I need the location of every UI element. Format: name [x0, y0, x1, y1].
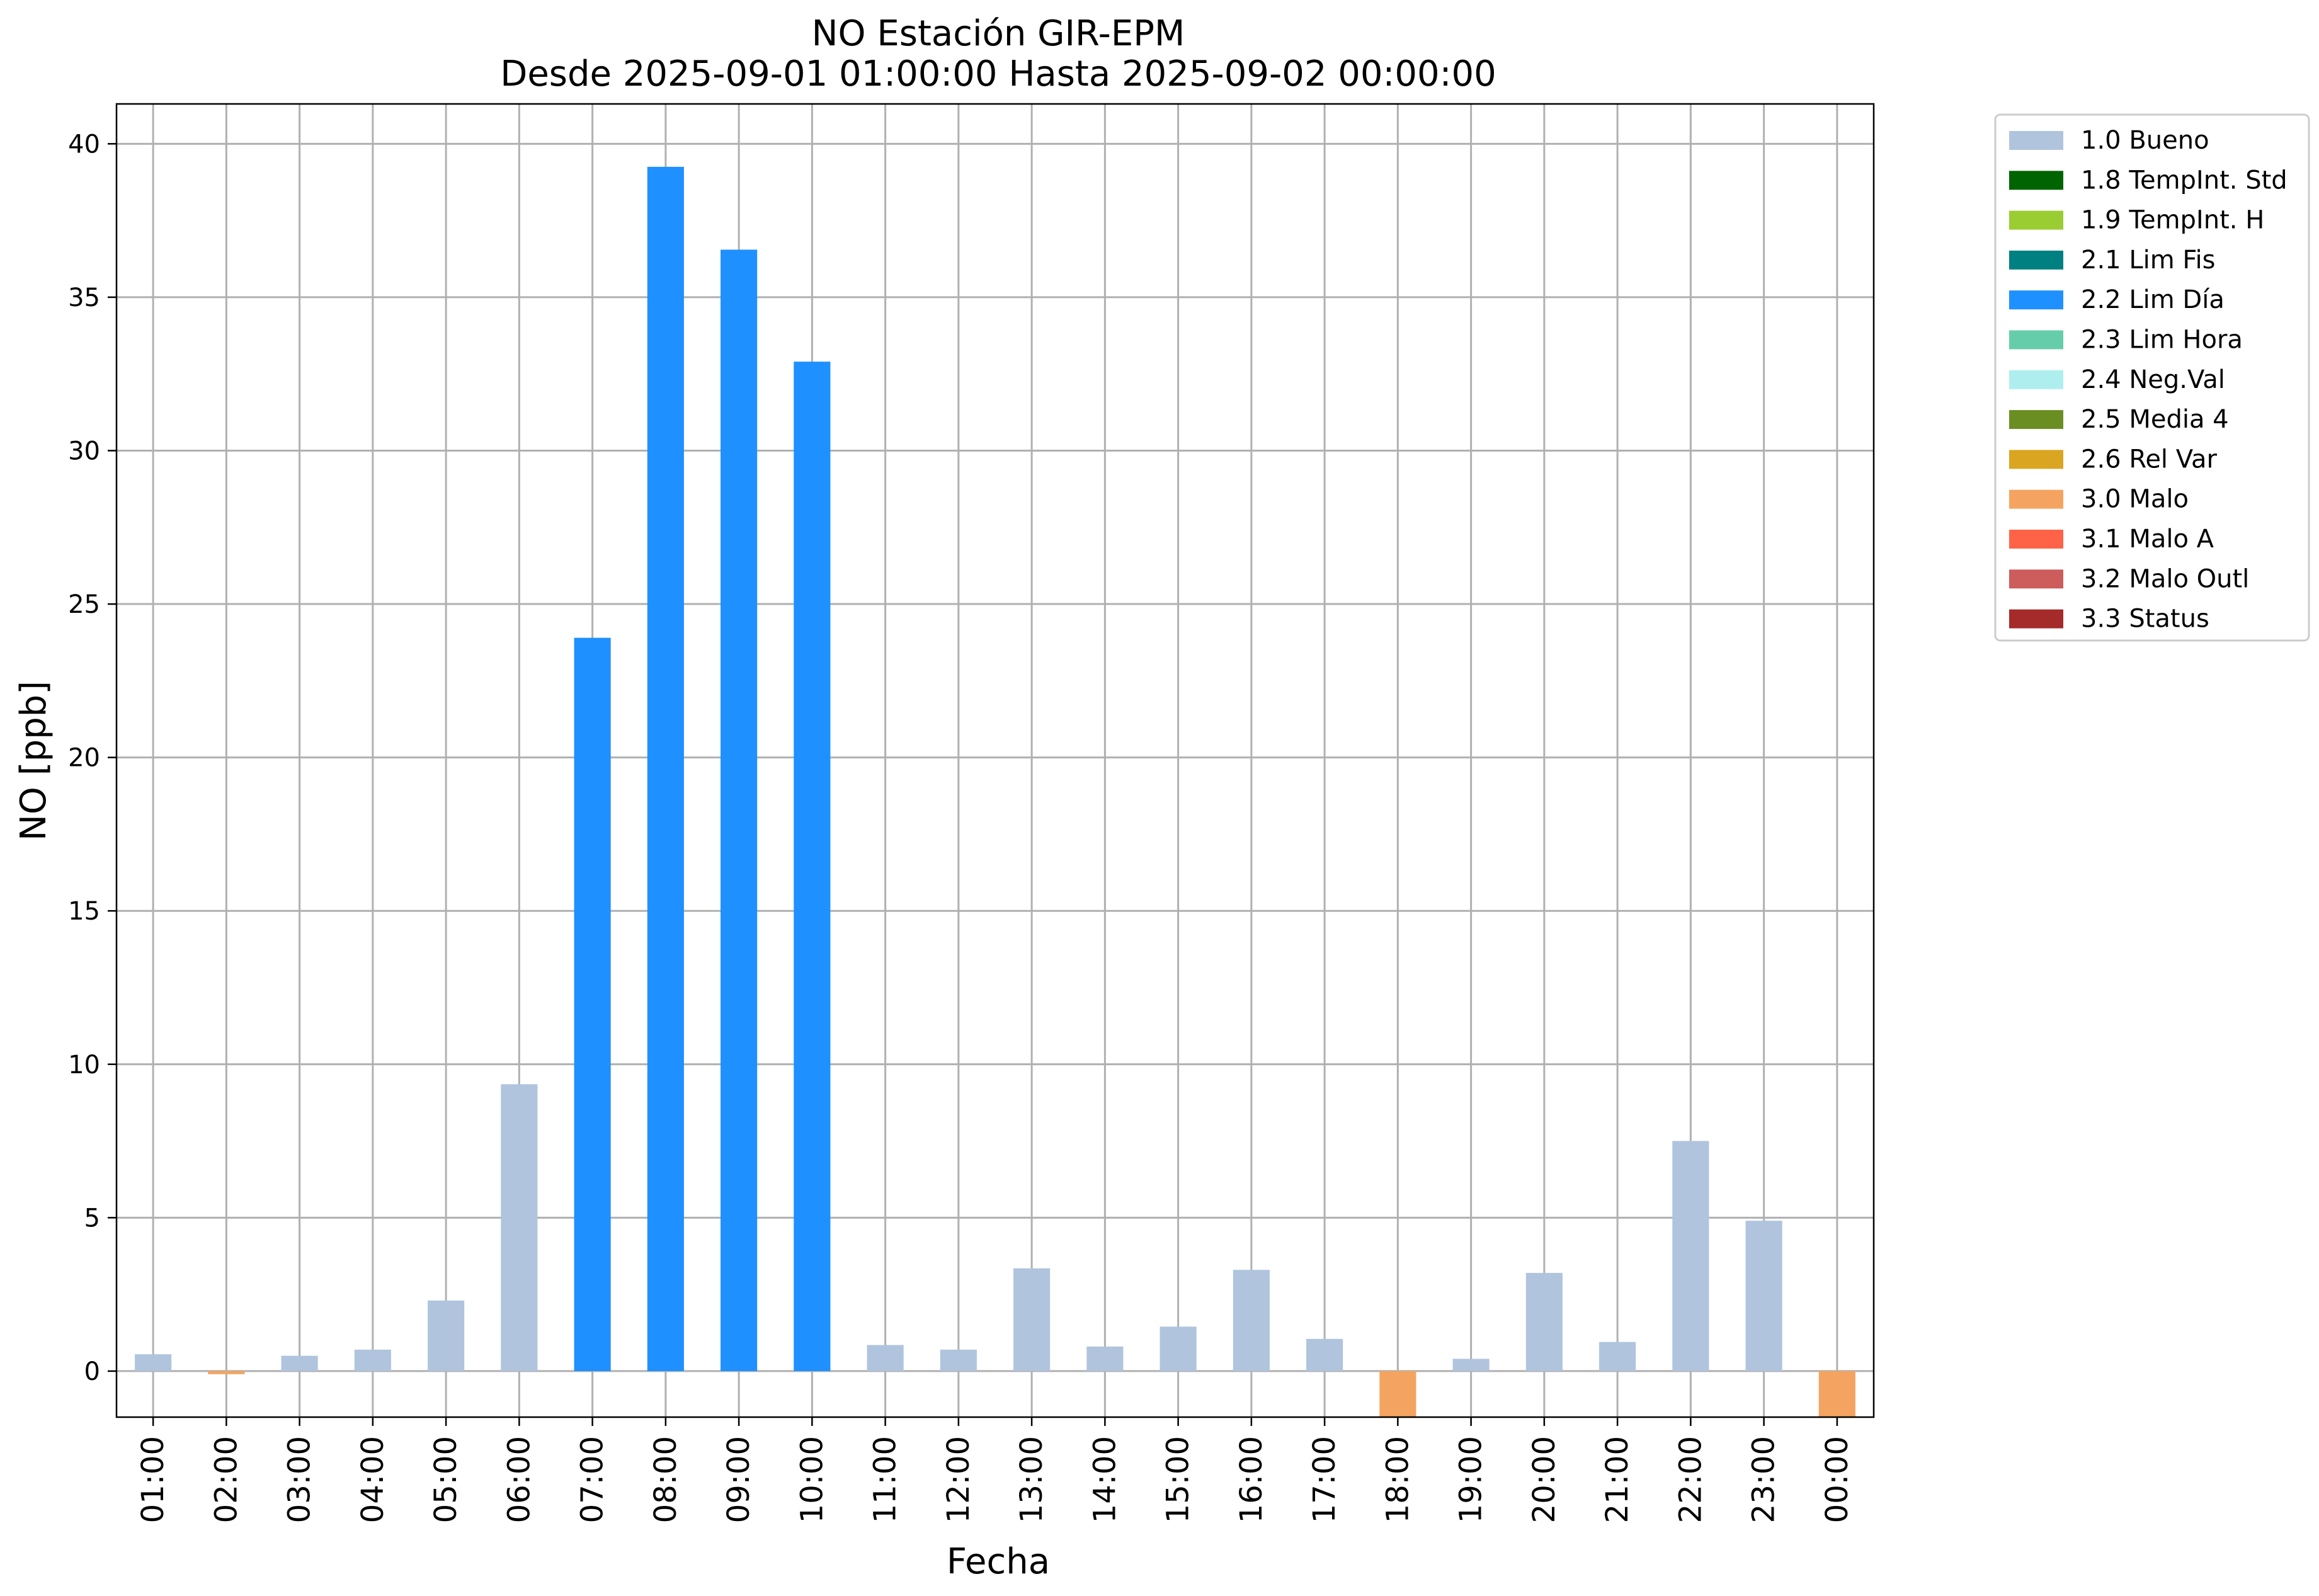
legend-entry-label: 1.8 TempInt. Std [2081, 166, 2288, 195]
bar-0300 [281, 1355, 318, 1371]
x-tick-label: 18:00 [1380, 1436, 1415, 1523]
bar-1200 [940, 1349, 977, 1371]
x-tick-label: 16:00 [1234, 1436, 1269, 1523]
legend-swatch [2009, 250, 2063, 270]
bar-0800 [647, 166, 684, 1371]
x-tick-label: 03:00 [282, 1436, 317, 1523]
legend-swatch [2009, 489, 2063, 509]
legend-swatch [2009, 609, 2063, 629]
bar-0000 [1818, 1371, 1855, 1417]
legend-swatch [2009, 210, 2063, 230]
bar-0100 [135, 1354, 172, 1371]
legend-entry-label: 2.6 Rel Var [2081, 445, 2218, 474]
bar-0600 [501, 1084, 538, 1371]
legend-entry-label: 3.0 Malo [2081, 485, 2189, 514]
y-tick-label: 25 [68, 590, 100, 619]
x-axis-label: Fecha [947, 1541, 1050, 1582]
legend-entry-label: 3.3 Status [2081, 605, 2209, 634]
y-tick-label: 35 [68, 283, 100, 312]
bar-2000 [1525, 1273, 1563, 1371]
legend-swatch [2009, 410, 2063, 430]
y-tick-label: 5 [84, 1204, 100, 1233]
bar-1900 [1452, 1359, 1490, 1371]
chart-title-line: NO Estación GIR-EPM [812, 13, 1185, 54]
legend-entry-label: 2.4 Neg.Val [2081, 365, 2225, 394]
bar-1800 [1379, 1371, 1416, 1417]
bar-1600 [1233, 1270, 1270, 1371]
x-tick-label: 19:00 [1454, 1436, 1489, 1523]
x-tick-label: 22:00 [1673, 1436, 1708, 1523]
x-tick-label: 15:00 [1161, 1436, 1196, 1523]
y-axis-label: NO [ppb] [13, 681, 54, 841]
x-tick-label: 05:00 [428, 1436, 464, 1523]
x-tick-label: 00:00 [1820, 1436, 1855, 1523]
y-tick-label: 30 [68, 436, 100, 465]
y-tick-label: 20 [68, 744, 100, 773]
bar-1300 [1013, 1268, 1051, 1371]
y-tick-label: 15 [68, 897, 100, 926]
x-tick-label: 04:00 [355, 1436, 390, 1523]
x-tick-label: 10:00 [794, 1436, 829, 1523]
x-tick-label: 11:00 [868, 1436, 903, 1523]
x-tick-label: 12:00 [941, 1436, 976, 1523]
x-tick-label: 01:00 [135, 1436, 171, 1523]
x-tick-label: 23:00 [1746, 1436, 1782, 1523]
plot-frame [115, 103, 1875, 1418]
legend-entry-label: 2.1 Lim Fis [2081, 246, 2215, 275]
legend-swatch [2009, 131, 2063, 150]
legend-swatch [2009, 569, 2063, 589]
bar-1000 [794, 362, 831, 1371]
x-tick-label: 14:00 [1087, 1436, 1122, 1523]
legend-entry-label: 2.2 Lim Día [2081, 285, 2225, 314]
x-tick-label: 20:00 [1527, 1436, 1562, 1523]
legend-entry-label: 3.1 Malo A [2081, 525, 2214, 554]
legend-entry-label: 2.3 Lim Hora [2081, 326, 2243, 355]
bar-2300 [1745, 1221, 1782, 1371]
legend-swatch [2009, 530, 2063, 549]
bar-1100 [867, 1345, 904, 1371]
legend-entry-label: 3.2 Malo Outl [2081, 564, 2249, 593]
y-tick-label: 40 [68, 130, 100, 159]
x-tick-label: 21:00 [1600, 1436, 1635, 1523]
legend: 1.0 Bueno 1.8 TempInt. Std 1.9 TempInt. H 2… [1994, 113, 2310, 642]
bar-1500 [1160, 1326, 1197, 1371]
legend-swatch [2009, 370, 2063, 389]
legend-swatch [2009, 330, 2063, 350]
bar-0500 [428, 1300, 465, 1371]
x-tick-label: 02:00 [208, 1436, 244, 1523]
bar-2100 [1599, 1342, 1636, 1371]
x-tick-label: 17:00 [1307, 1436, 1342, 1523]
y-tick-label: 10 [68, 1051, 100, 1080]
x-tick-label: 07:00 [575, 1436, 610, 1523]
bar-2200 [1672, 1141, 1709, 1371]
x-tick-label: 06:00 [501, 1436, 537, 1523]
legend-swatch [2009, 290, 2063, 310]
bar-0900 [721, 249, 758, 1371]
legend-box [1994, 113, 2310, 642]
legend-entry-label: 1.9 TempInt. H [2081, 206, 2264, 235]
bar-0400 [354, 1349, 391, 1371]
y-tick-label: 0 [84, 1357, 100, 1386]
legend-swatch [2009, 450, 2063, 469]
bar-0200 [208, 1371, 245, 1374]
bars [135, 166, 1855, 1417]
x-tick-label: 09:00 [721, 1436, 756, 1523]
chart-title-line: Desde 2025-09-01 01:00:00 Hasta 2025-09-… [500, 54, 1496, 94]
bar-1700 [1306, 1338, 1343, 1371]
legend-entry-label: 1.0 Bueno [2081, 126, 2209, 155]
x-tick-label: 13:00 [1014, 1436, 1049, 1523]
axis-ticks: 0 5 10 15 20 25 30 35 40 01:00 02:00 03:00 04:00 05:0… [68, 130, 1855, 1523]
grid [117, 104, 1874, 1417]
legend-entry-label: 2.5 Media 4 [2081, 405, 2229, 434]
legend-swatch [2009, 171, 2063, 190]
x-tick-label: 08:00 [648, 1436, 683, 1523]
bar-0700 [574, 637, 611, 1371]
bar-1400 [1086, 1346, 1124, 1371]
